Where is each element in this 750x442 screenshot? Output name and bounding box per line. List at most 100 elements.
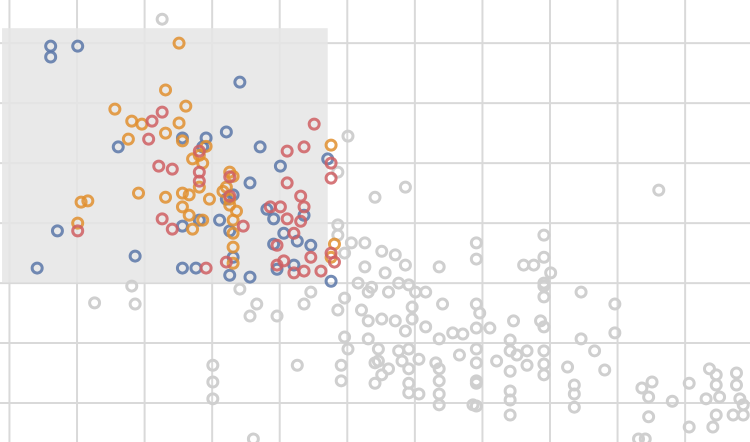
- data-point-orange[interactable]: [159, 83, 173, 97]
- data-point-unselected[interactable]: [297, 297, 311, 311]
- data-point-unselected[interactable]: [608, 326, 622, 340]
- data-point-blue[interactable]: [175, 261, 189, 275]
- data-point-unselected[interactable]: [432, 332, 446, 346]
- data-point-unselected[interactable]: [412, 387, 426, 401]
- data-point-blue[interactable]: [324, 274, 338, 288]
- data-point-blue[interactable]: [243, 176, 257, 190]
- data-point-unselected[interactable]: [567, 387, 581, 401]
- data-point-unselected[interactable]: [466, 398, 480, 412]
- data-point-unselected[interactable]: [206, 375, 220, 389]
- data-point-blue[interactable]: [233, 75, 247, 89]
- data-point-red[interactable]: [152, 159, 166, 173]
- data-point-blue[interactable]: [267, 212, 281, 226]
- data-point-red[interactable]: [155, 105, 169, 119]
- data-point-unselected[interactable]: [368, 356, 382, 370]
- data-point-red[interactable]: [219, 255, 233, 269]
- data-point-unselected[interactable]: [338, 291, 352, 305]
- data-point-red[interactable]: [297, 200, 311, 214]
- data-point-unselected[interactable]: [405, 300, 419, 314]
- data-point-orange[interactable]: [159, 190, 173, 204]
- data-point-unselected[interactable]: [250, 297, 264, 311]
- data-point-unselected[interactable]: [338, 246, 352, 260]
- data-point-orange[interactable]: [226, 213, 240, 227]
- data-point-unselected[interactable]: [537, 290, 551, 304]
- data-point-red[interactable]: [294, 189, 308, 203]
- data-point-unselected[interactable]: [402, 342, 416, 356]
- data-point-unselected[interactable]: [270, 309, 284, 323]
- data-point-orange[interactable]: [179, 99, 193, 113]
- data-point-unselected[interactable]: [402, 386, 416, 400]
- data-point-unselected[interactable]: [469, 356, 483, 370]
- data-point-blue[interactable]: [128, 249, 142, 263]
- data-point-unselected[interactable]: [382, 285, 396, 299]
- data-point-orange[interactable]: [182, 208, 196, 222]
- data-point-unselected[interactable]: [588, 344, 602, 358]
- data-point-unselected[interactable]: [537, 320, 551, 334]
- data-point-orange[interactable]: [81, 194, 95, 208]
- data-point-unselected[interactable]: [469, 342, 483, 356]
- data-point-red[interactable]: [327, 255, 341, 269]
- data-point-unselected[interactable]: [432, 362, 446, 376]
- data-point-orange[interactable]: [121, 132, 135, 146]
- data-point-red[interactable]: [145, 114, 159, 128]
- data-point-unselected[interactable]: [351, 276, 365, 290]
- data-point-unselected[interactable]: [665, 394, 679, 408]
- data-point-red[interactable]: [223, 170, 237, 184]
- data-point-unselected[interactable]: [469, 236, 483, 250]
- data-point-unselected[interactable]: [473, 306, 487, 320]
- data-point-unselected[interactable]: [699, 392, 713, 406]
- data-point-red[interactable]: [273, 200, 287, 214]
- data-point-unselected[interactable]: [729, 378, 743, 392]
- data-point-unselected[interactable]: [405, 312, 419, 326]
- data-point-orange[interactable]: [159, 126, 173, 140]
- data-point-red[interactable]: [287, 226, 301, 240]
- data-point-red[interactable]: [314, 264, 328, 278]
- data-point-red[interactable]: [324, 156, 338, 170]
- data-point-unselected[interactable]: [567, 400, 581, 414]
- data-point-red[interactable]: [277, 254, 291, 268]
- data-point-red[interactable]: [294, 214, 308, 228]
- data-point-unselected[interactable]: [544, 266, 558, 280]
- data-point-unselected[interactable]: [128, 297, 142, 311]
- data-point-unselected[interactable]: [436, 297, 450, 311]
- data-point-red[interactable]: [297, 140, 311, 154]
- data-point-unselected[interactable]: [469, 252, 483, 266]
- data-point-unselected[interactable]: [645, 375, 659, 389]
- data-point-unselected[interactable]: [341, 129, 355, 143]
- data-point-orange[interactable]: [172, 116, 186, 130]
- data-point-unselected[interactable]: [361, 332, 375, 346]
- data-point-unselected[interactable]: [456, 327, 470, 341]
- data-point-unselected[interactable]: [432, 387, 446, 401]
- data-point-unselected[interactable]: [490, 354, 504, 368]
- data-point-unselected[interactable]: [632, 432, 646, 442]
- data-point-unselected[interactable]: [395, 354, 409, 368]
- data-point-red[interactable]: [199, 261, 213, 275]
- data-point-unselected[interactable]: [125, 279, 139, 293]
- data-point-unselected[interactable]: [682, 420, 696, 434]
- data-point-unselected[interactable]: [398, 258, 412, 272]
- data-point-orange[interactable]: [175, 186, 189, 200]
- data-point-red[interactable]: [155, 212, 169, 226]
- data-point-red[interactable]: [324, 171, 338, 185]
- data-point-blue[interactable]: [304, 238, 318, 252]
- data-point-orange[interactable]: [226, 256, 240, 270]
- data-point-unselected[interactable]: [375, 244, 389, 258]
- data-point-unselected[interactable]: [520, 344, 534, 358]
- data-point-unselected[interactable]: [503, 364, 517, 378]
- data-point-unselected[interactable]: [726, 408, 740, 422]
- data-point-unselected[interactable]: [503, 333, 517, 347]
- data-point-unselected[interactable]: [713, 390, 727, 404]
- data-point-unselected[interactable]: [375, 312, 389, 326]
- data-point-unselected[interactable]: [682, 376, 696, 390]
- data-point-unselected[interactable]: [206, 392, 220, 406]
- data-point-orange[interactable]: [202, 192, 216, 206]
- data-point-orange[interactable]: [196, 213, 210, 227]
- data-point-orange[interactable]: [108, 102, 122, 116]
- data-point-blue[interactable]: [243, 270, 257, 284]
- data-point-orange[interactable]: [226, 240, 240, 254]
- data-point-unselected[interactable]: [206, 358, 220, 372]
- data-point-red[interactable]: [307, 117, 321, 131]
- data-point-orange[interactable]: [175, 200, 189, 214]
- data-point-orange[interactable]: [324, 138, 338, 152]
- data-point-unselected[interactable]: [419, 320, 433, 334]
